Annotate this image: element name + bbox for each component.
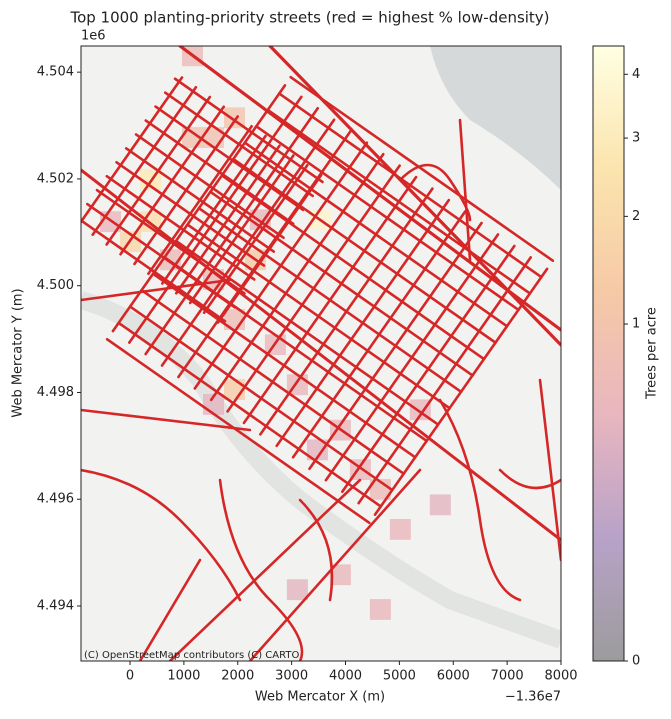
colorbar [592,45,625,662]
street [216,173,323,324]
y-tick-label: 4.504 [37,65,74,80]
x-tick-label: 1000 [167,669,200,684]
street [161,134,267,285]
y-tick-label: 4.494 [37,599,74,614]
map [81,46,561,661]
y-tick-label: 4.498 [37,385,74,400]
street [115,161,266,267]
street-grid [105,75,555,525]
street [248,468,422,661]
streets [81,46,561,661]
y-tick-label: 4.496 [37,492,74,507]
street [85,202,237,309]
colorbar-tick-label: 0 [632,654,640,669]
density-cell [429,494,451,516]
street [373,267,549,516]
street [174,239,440,426]
street [498,468,561,490]
x-tick-label: 4000 [329,669,362,684]
street [174,144,281,295]
water [430,46,561,190]
street [268,46,561,347]
street [151,272,417,459]
colorbar-tick-label: 4 [632,67,640,82]
density-cell [306,439,328,461]
density-cell [369,599,391,620]
plot-frame [80,45,562,662]
colorbar-tick-label: 3 [632,131,640,146]
street [117,321,383,508]
street [138,558,202,661]
street [197,206,463,394]
street [438,398,522,602]
street [357,256,533,505]
colorbar-tick-label: 1 [632,317,640,332]
street [178,46,561,332]
x-tick-label: 6000 [437,669,470,684]
x-tick-label: 0 [126,669,134,684]
street [398,163,472,222]
density-cell [329,564,351,586]
street [186,223,451,410]
colorbar-tick-label: 2 [632,209,640,224]
colorbar-label: Trees per acre [645,307,660,400]
density-cell [286,579,308,601]
y-offset-label: 1e6 [81,29,106,44]
x-offset-label: −1.36e7 [505,690,561,705]
x-tick-label: 3000 [275,669,308,684]
x-tick-label: 8000 [544,669,577,684]
street [188,154,295,305]
street [81,168,561,542]
street [202,163,309,315]
attribution: (C) OpenStreetMap contributors (C) CARTO [84,650,299,661]
street [168,478,362,661]
street [128,305,394,492]
x-tick-label: 7000 [491,669,524,684]
street [538,378,561,562]
street [340,244,516,494]
street [458,118,472,262]
x-tick-label: 5000 [383,669,416,684]
street [105,337,371,525]
y-tick-label: 4.500 [37,278,74,293]
street [81,468,242,602]
y-axis-label: Web Mercator Y (m) [11,288,26,417]
street-grid [81,76,324,324]
x-axis-label: Web Mercator X (m) [255,690,385,705]
density-cell [389,518,411,540]
street [218,478,304,661]
street [124,147,276,253]
street [81,278,232,302]
chart-title: Top 1000 planting-priority streets (red … [69,9,549,27]
street [140,288,406,475]
x-tick-label: 2000 [221,669,254,684]
street [289,75,555,263]
street [105,174,256,281]
street [81,216,227,323]
hills [81,291,561,649]
street [298,498,334,602]
y-tick-label: 4.502 [37,171,74,186]
street [81,408,252,432]
